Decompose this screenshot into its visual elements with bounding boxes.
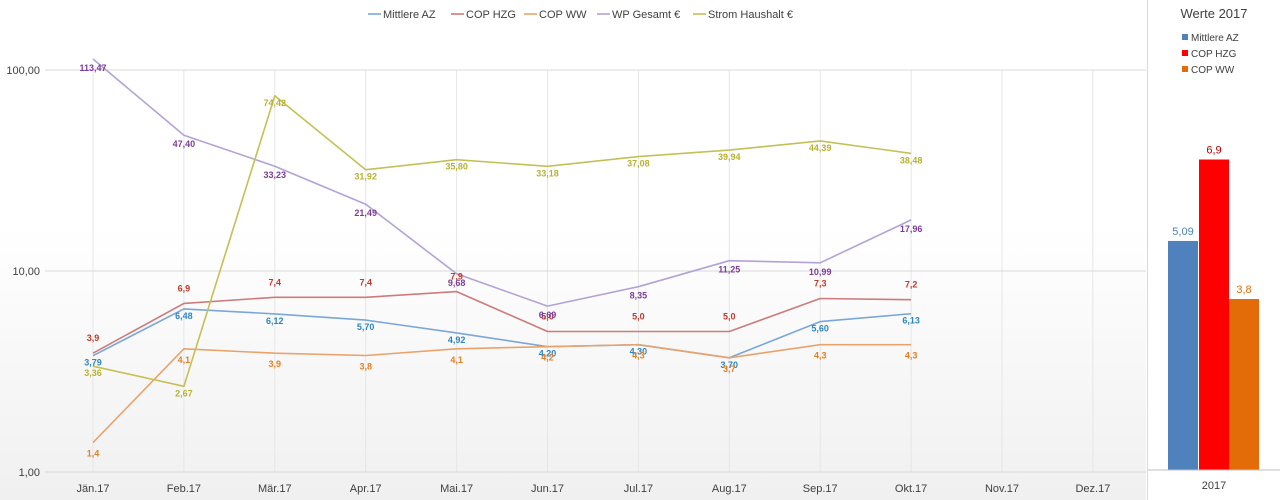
data-label-wp-gesamt-eur: 47,40 bbox=[173, 139, 196, 149]
x-tick-label: Aug.17 bbox=[712, 483, 747, 495]
data-label-wp-gesamt-eur: 21,49 bbox=[354, 208, 377, 218]
bar-value-label-cop-hzg: 6,9 bbox=[1206, 145, 1221, 157]
x-tick-label: Feb.17 bbox=[167, 483, 201, 495]
data-label-cop-ww: 3,8 bbox=[359, 361, 372, 371]
series-line-wp-gesamt-eur bbox=[92, 58, 912, 307]
data-label-cop-ww: 3,9 bbox=[269, 359, 282, 369]
data-label-mittlere-az: 4,92 bbox=[448, 335, 466, 345]
data-label-mittlere-az: 5,70 bbox=[357, 322, 375, 332]
data-label-mittlere-az: 3,79 bbox=[84, 358, 102, 368]
x-tick-label: Dez.17 bbox=[1075, 483, 1110, 495]
data-label-strom-haushalt-eur: 33,18 bbox=[536, 168, 559, 178]
x-tick-label: Okt.17 bbox=[895, 483, 927, 495]
legend-label-mittlere-az: Mittlere AZ bbox=[383, 9, 436, 21]
data-label-cop-hzg: 6,9 bbox=[178, 283, 191, 293]
bar-chart: Werte 2017 Mittlere AZ COP HZG COP WW 5,09 6,… bbox=[1148, 6, 1280, 492]
series-line-mittlere-az bbox=[92, 308, 912, 359]
data-label-strom-haushalt-eur: 38,48 bbox=[900, 155, 923, 165]
legend-label-mittlere-az: Mittlere AZ bbox=[1191, 33, 1239, 44]
x-tick-label: Apr.17 bbox=[350, 483, 382, 495]
line-chart-panel: 1,00 10,00 100,00 Jän.17 Feb.17 Mär.17 Apr.17 M… bbox=[0, 0, 1146, 500]
bar-chart-panel: Werte 2017 Mittlere AZ COP HZG COP WW 5,09 6,… bbox=[1147, 0, 1280, 500]
data-label-cop-hzg: 5,0 bbox=[723, 312, 736, 322]
legend-label-wp-gesamt-eur: WP Gesamt € bbox=[612, 9, 680, 21]
bar-value-label-mittlere-az: 5,09 bbox=[1172, 226, 1193, 238]
data-label-cop-ww: 4,3 bbox=[905, 351, 918, 361]
legend-label-cop-ww: COP WW bbox=[1191, 65, 1235, 76]
data-label-strom-haushalt-eur: 39,94 bbox=[718, 152, 741, 162]
x-tick-label: Jun.17 bbox=[531, 483, 564, 495]
data-label-cop-hzg: 7,4 bbox=[359, 277, 372, 287]
series-line-strom-haushalt-eur bbox=[92, 95, 912, 388]
data-label-wp-gesamt-eur: 17,96 bbox=[900, 224, 923, 234]
y-tick-label: 10,00 bbox=[12, 266, 40, 278]
data-label-wp-gesamt-eur: 113,47 bbox=[79, 63, 106, 73]
data-label-cop-ww: 1,4 bbox=[87, 449, 100, 459]
legend-label-cop-ww: COP WW bbox=[539, 9, 587, 21]
bar-cop-ww bbox=[1229, 299, 1259, 470]
series-line-cop-ww bbox=[92, 343, 912, 444]
y-tick-label: 1,00 bbox=[19, 467, 40, 479]
line-chart: 1,00 10,00 100,00 Jän.17 Feb.17 Mär.17 Apr.17 M… bbox=[6, 9, 1146, 495]
data-label-cop-ww: 4,2 bbox=[541, 353, 554, 363]
series-line-cop-hzg bbox=[92, 290, 912, 354]
data-label-strom-haushalt-eur: 3,36 bbox=[84, 368, 102, 378]
data-label-wp-gesamt-eur: 9,68 bbox=[448, 278, 466, 288]
x-tick-label: Sep.17 bbox=[803, 483, 838, 495]
data-label-mittlere-az: 5,60 bbox=[811, 324, 829, 334]
bar-mittlere-az bbox=[1168, 240, 1198, 470]
legend-swatch-cop-ww bbox=[1182, 66, 1188, 72]
data-label-strom-haushalt-eur: 74,42 bbox=[264, 98, 287, 108]
data-label-strom-haushalt-eur: 44,39 bbox=[809, 143, 832, 153]
legend-swatch-cop-hzg bbox=[1182, 50, 1188, 56]
data-label-wp-gesamt-eur: 6,69 bbox=[539, 310, 557, 320]
data-label-mittlere-az: 6,48 bbox=[175, 311, 193, 321]
legend-label-cop-hzg: COP HZG bbox=[1191, 49, 1237, 60]
data-label-cop-hzg: 7,4 bbox=[269, 277, 282, 287]
data-label-mittlere-az: 3,70 bbox=[721, 360, 739, 370]
data-label-cop-ww: 4,3 bbox=[814, 351, 827, 361]
x-tick-label: Jän.17 bbox=[76, 483, 109, 495]
legend-label-cop-hzg: COP HZG bbox=[466, 9, 516, 21]
data-label-cop-hzg: 3,9 bbox=[87, 333, 100, 343]
x-tick-label: Jul.17 bbox=[624, 483, 653, 495]
data-label-wp-gesamt-eur: 10,99 bbox=[809, 267, 832, 277]
data-label-mittlere-az: 6,13 bbox=[902, 316, 920, 326]
x-tick-label: Mär.17 bbox=[258, 483, 292, 495]
data-label-cop-ww: 4,1 bbox=[178, 355, 191, 365]
data-label-mittlere-az: 6,12 bbox=[266, 316, 284, 326]
bar-chart-title: Werte 2017 bbox=[1181, 6, 1248, 21]
bar-value-label-cop-ww: 3,8 bbox=[1236, 284, 1251, 296]
data-label-cop-hzg: 7,2 bbox=[905, 280, 918, 290]
data-label-cop-hzg: 5,0 bbox=[541, 312, 554, 322]
data-label-cop-hzg: 7,9 bbox=[450, 272, 463, 282]
data-label-cop-ww: 3,7 bbox=[723, 364, 736, 374]
data-label-cop-hzg: 5,0 bbox=[632, 312, 645, 322]
bar-cop-hzg bbox=[1199, 159, 1229, 470]
legend-swatch-mittlere-az bbox=[1182, 34, 1188, 40]
x-tick-label: Nov.17 bbox=[985, 483, 1019, 495]
data-label-cop-ww: 4,1 bbox=[450, 355, 463, 365]
data-label-strom-haushalt-eur: 2,67 bbox=[175, 388, 193, 398]
data-label-mittlere-az: 4,20 bbox=[539, 349, 557, 359]
data-label-cop-ww: 4,3 bbox=[632, 351, 645, 361]
data-label-strom-haushalt-eur: 37,08 bbox=[627, 159, 650, 169]
bar-category-label: 2017 bbox=[1202, 480, 1226, 492]
data-label-strom-haushalt-eur: 35,80 bbox=[445, 162, 468, 172]
y-tick-label: 100,00 bbox=[6, 65, 40, 77]
data-label-wp-gesamt-eur: 8,35 bbox=[630, 291, 648, 301]
x-tick-label: Mai.17 bbox=[440, 483, 473, 495]
data-label-wp-gesamt-eur: 33,23 bbox=[264, 170, 287, 180]
data-label-cop-hzg: 7,3 bbox=[814, 278, 827, 288]
data-label-strom-haushalt-eur: 31,92 bbox=[354, 172, 377, 182]
data-label-mittlere-az: 4,30 bbox=[630, 347, 648, 357]
legend-label-strom-haushalt-eur: Strom Haushalt € bbox=[708, 9, 793, 21]
data-label-wp-gesamt-eur: 11,25 bbox=[718, 265, 740, 275]
